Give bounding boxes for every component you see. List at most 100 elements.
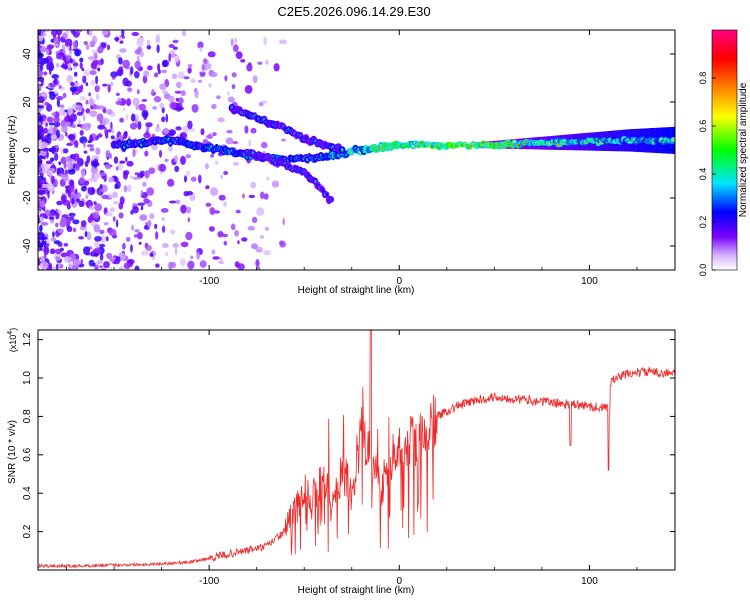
noise-speckle: [94, 54, 98, 60]
noise-speckle: [182, 125, 189, 134]
noise-speckle: [46, 103, 53, 112]
noise-speckle: [161, 116, 166, 123]
noise-speckle: [126, 98, 132, 107]
noise-speckle: [48, 216, 55, 220]
noise-speckle: [180, 90, 186, 97]
noise-speckle: [39, 262, 43, 269]
noise-speckle: [56, 96, 64, 101]
noise-speckle: [164, 158, 169, 162]
noise-speckle: [143, 132, 151, 139]
noise-speckle: [190, 255, 194, 260]
noise-speckle: [130, 175, 133, 179]
noise-speckle: [49, 91, 56, 101]
noise-speckle: [240, 59, 246, 63]
noise-speckle: [154, 223, 158, 230]
noise-speckle: [96, 162, 100, 167]
noise-speckle: [155, 231, 159, 240]
noise-speckle: [223, 171, 229, 175]
noise-speckle: [48, 147, 54, 152]
noise-speckle: [97, 133, 103, 138]
noise-speckle: [92, 104, 98, 110]
noise-speckle: [161, 69, 168, 74]
noise-speckle: [107, 84, 111, 93]
noise-speckle: [56, 30, 63, 36]
noise-speckle: [209, 207, 216, 216]
noise-speckle: [69, 81, 75, 87]
noise-speckle: [75, 51, 79, 56]
noise-speckle: [107, 44, 110, 51]
noise-speckle: [137, 202, 146, 206]
noise-speckle: [175, 102, 183, 112]
noise-speckle: [88, 259, 95, 267]
noise-speckle: [53, 37, 60, 44]
noise-speckle: [60, 119, 66, 128]
noise-speckle: [49, 61, 54, 69]
noise-speckle: [71, 264, 77, 270]
noise-speckle: [246, 63, 253, 72]
noise-speckle: [180, 257, 186, 267]
noise-speckle: [175, 199, 181, 204]
noise-speckle: [133, 234, 138, 238]
noise-speckle: [68, 133, 76, 141]
snr-multiplier-base: (x10: [8, 335, 18, 353]
noise-speckle: [130, 244, 133, 253]
noise-speckle: [38, 158, 43, 167]
noise-speckle: [131, 31, 140, 37]
noise-speckle: [85, 195, 89, 200]
noise-speckle: [93, 201, 97, 205]
y-tick-label: 40: [22, 48, 33, 60]
noise-speckle: [255, 259, 260, 268]
y-tick-label: -20: [22, 190, 33, 205]
noise-speckle: [261, 141, 268, 149]
noise-speckle: [208, 226, 215, 232]
snr-multiplier: (x104): [7, 328, 18, 352]
colorbar-ticks: 0.0 0.2 0.4 0.6 0.8: [698, 72, 716, 276]
noise-speckle: [216, 95, 221, 100]
noise-speckle: [72, 227, 77, 233]
noise-speckle: [158, 163, 167, 172]
noise-speckle: [234, 229, 240, 237]
noise-speckle: [75, 192, 82, 199]
noise-speckle: [87, 56, 96, 60]
y-tick-label: 0: [22, 147, 33, 153]
noise-speckle: [57, 242, 63, 247]
noise-speckle: [46, 116, 51, 123]
x-tick-label: 100: [581, 276, 598, 287]
noise-speckle: [155, 34, 161, 44]
noise-speckle: [260, 191, 265, 200]
noise-speckle: [123, 171, 128, 180]
noise-speckle: [89, 147, 95, 152]
noise-speckle: [172, 39, 179, 44]
noise-speckle: [250, 181, 257, 189]
noise-speckle: [54, 90, 58, 95]
noise-speckle: [67, 45, 70, 51]
figure-title: C2E5.2026.096.14.29.E30: [277, 4, 430, 19]
noise-speckle: [162, 225, 166, 233]
noise-speckle: [177, 71, 185, 79]
noise-speckle: [109, 266, 113, 270]
noise-speckle: [84, 70, 90, 77]
noise-speckle: [157, 69, 161, 75]
noise-speckle: [69, 86, 77, 92]
snr-frame: [37, 329, 676, 571]
colorbar-tick-label: 0.6: [698, 120, 708, 133]
noise-speckle: [38, 125, 44, 134]
noise-speckle: [49, 248, 56, 255]
noise-speckle: [187, 260, 195, 270]
noise-speckle: [141, 250, 149, 256]
noise-speckle: [63, 256, 71, 263]
noise-speckle: [211, 103, 217, 110]
noise-speckle: [88, 92, 91, 97]
noise-speckle: [145, 244, 152, 252]
noise-speckle: [104, 163, 112, 170]
noise-speckle: [171, 73, 178, 80]
noise-speckle: [92, 161, 97, 167]
noise-speckle: [231, 72, 237, 78]
noise-speckle: [168, 129, 177, 136]
noise-speckle: [241, 237, 248, 242]
noise-speckle: [149, 252, 154, 257]
noise-speckle: [132, 206, 139, 214]
noise-speckle: [58, 104, 65, 108]
noise-speckle: [237, 240, 240, 245]
noise-speckle: [134, 172, 140, 176]
